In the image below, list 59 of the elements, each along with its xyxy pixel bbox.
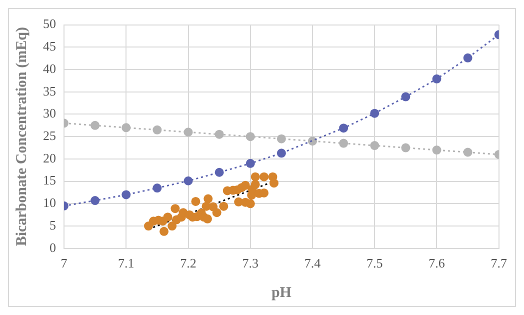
x-tick-label: 7	[60, 256, 68, 271]
point	[463, 53, 472, 62]
point	[246, 158, 255, 168]
y-tick-label: 25	[43, 128, 56, 144]
y-tick-label: 35	[43, 83, 56, 98]
point	[339, 138, 348, 148]
point	[246, 132, 255, 142]
point	[432, 74, 442, 84]
y-tick-label: 5	[50, 217, 56, 232]
x-tick-label: 7.4	[304, 256, 322, 271]
point	[168, 222, 177, 231]
y-tick-label: 40	[43, 60, 56, 76]
point	[163, 212, 172, 222]
point	[308, 136, 317, 146]
y-tick-label: 30	[43, 106, 56, 121]
x-tick-label: 7.1	[118, 256, 134, 271]
point	[432, 146, 442, 155]
point	[152, 125, 162, 134]
point	[203, 214, 212, 224]
x-axis-title: pH	[271, 284, 292, 301]
point	[269, 178, 278, 188]
point	[401, 143, 410, 152]
point	[276, 134, 286, 144]
point	[212, 208, 222, 218]
point	[260, 172, 269, 182]
x-tick-label: 7.2	[180, 256, 196, 271]
point	[204, 194, 213, 204]
point	[463, 148, 472, 157]
point	[170, 204, 180, 214]
point	[90, 120, 100, 130]
point	[339, 124, 348, 133]
x-tick-label: 7.7	[490, 256, 508, 271]
point	[214, 168, 224, 177]
y-tick-label: 10	[43, 195, 56, 210]
point	[401, 92, 410, 102]
point	[250, 180, 260, 189]
point	[122, 123, 131, 132]
point	[152, 184, 162, 193]
point	[370, 108, 380, 118]
point	[214, 130, 224, 139]
x-tick-label: 7.6	[428, 256, 446, 271]
point	[90, 196, 100, 206]
y-tick-label: 45	[43, 38, 56, 54]
point	[276, 148, 286, 158]
point	[122, 190, 131, 200]
point	[219, 202, 228, 211]
point	[160, 226, 169, 236]
y-axis-title: Bicarbonate Concentration (mEq)	[14, 27, 30, 246]
y-tick-label: 0	[50, 240, 56, 255]
point	[370, 141, 380, 150]
point	[191, 196, 200, 206]
x-tick-label: 7.5	[366, 256, 383, 271]
y-tick-label: 20	[43, 150, 56, 166]
point	[184, 176, 193, 186]
x-tick-label: 7.3	[242, 256, 258, 271]
y-tick-label: 50	[43, 16, 56, 32]
point	[240, 180, 250, 190]
y-tick-label: 15	[43, 172, 56, 188]
point	[184, 128, 193, 137]
